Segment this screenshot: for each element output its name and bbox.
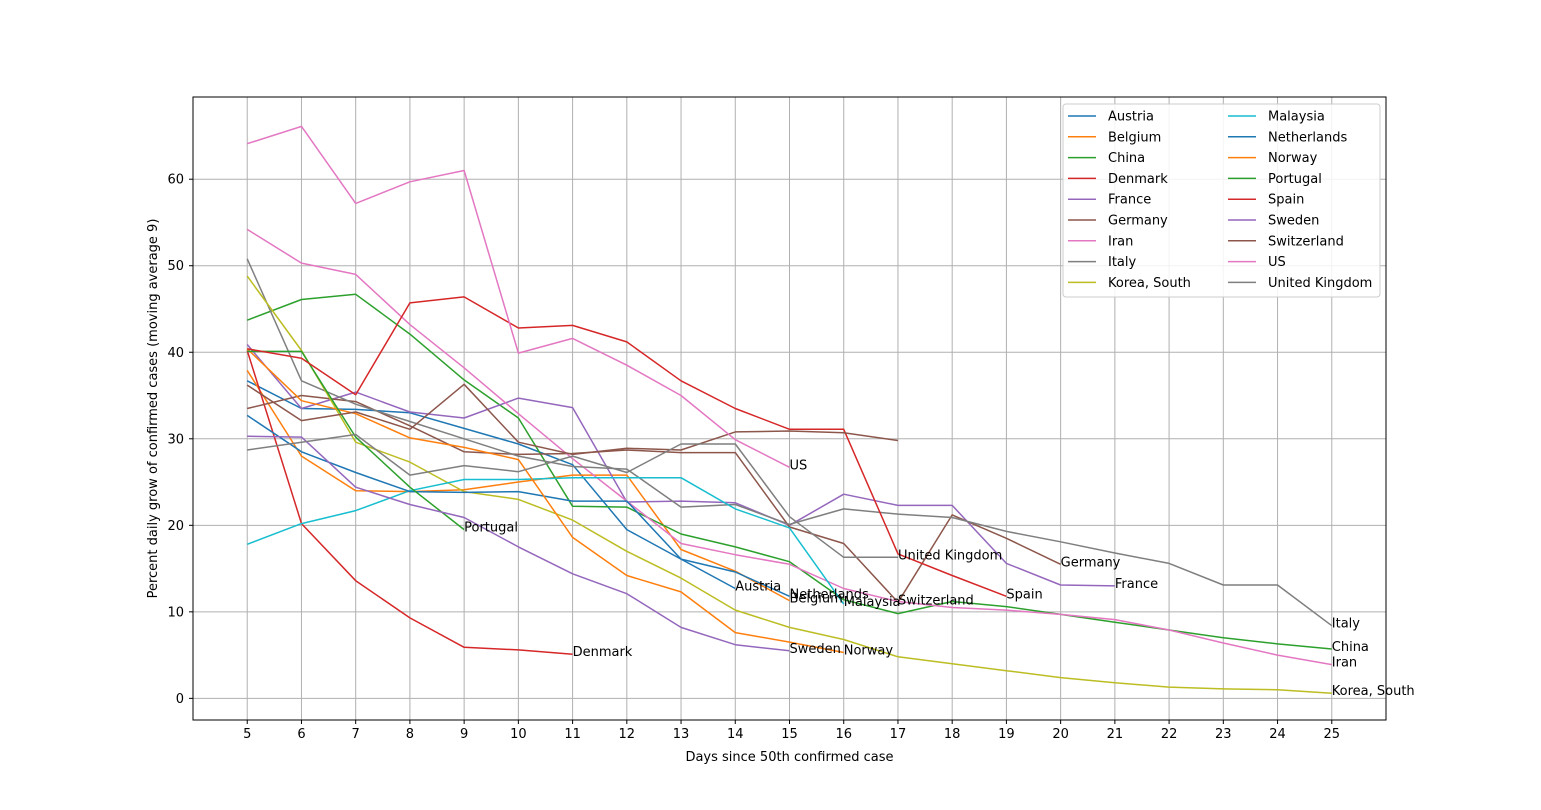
end-label: Portugal: [464, 521, 518, 536]
x-tick-label: 13: [673, 727, 690, 742]
end-label: Belgium: [790, 592, 843, 607]
series-line-netherlands: [246, 414, 790, 597]
x-tick-label: 23: [1215, 727, 1232, 742]
end-label: France: [1115, 577, 1158, 592]
x-tick-label: 6: [297, 727, 305, 742]
x-tick-label: 19: [998, 727, 1015, 742]
legend-label: Switzerland: [1268, 234, 1344, 249]
series-line-austria: [246, 380, 736, 590]
legend-label: US: [1268, 255, 1286, 270]
end-label: Norway: [844, 644, 894, 659]
end-label: Italy: [1332, 617, 1361, 632]
legend-label: Spain: [1268, 193, 1304, 208]
x-tick-label: 7: [352, 727, 360, 742]
x-tick-label: 9: [460, 727, 468, 742]
series-line-belgium: [246, 369, 790, 602]
legend-label: Denmark: [1108, 172, 1168, 187]
legend-label: Germany: [1108, 214, 1168, 229]
x-axis-label: Days since 50th confirmed case: [685, 750, 893, 765]
x-tick-label: 17: [890, 727, 907, 742]
legend-label: Norway: [1268, 151, 1318, 166]
y-tick-label: 40: [167, 346, 184, 361]
end-label: Netherlands: [790, 587, 869, 602]
legend-label: Iran: [1108, 234, 1133, 249]
y-tick-label: 30: [167, 432, 184, 447]
end-label: US: [790, 458, 808, 473]
series-line-portugal: [247, 350, 465, 531]
x-tick-label: 15: [781, 727, 798, 742]
x-tick-label: 8: [406, 727, 414, 742]
x-tick-label: 16: [835, 727, 852, 742]
x-tick-label: 11: [564, 727, 581, 742]
end-labels: Austria Belgium China Denmark France Germany I…: [464, 458, 1415, 699]
legend-label: Belgium: [1108, 130, 1161, 145]
series-line-iran: [246, 228, 1332, 666]
y-tick-label: 50: [167, 259, 184, 274]
series-line-germany: [247, 394, 1061, 604]
legend-label: Italy: [1108, 255, 1137, 270]
end-label: Malaysia: [844, 595, 901, 610]
end-label: Germany: [1061, 555, 1121, 570]
end-label: China: [1332, 640, 1369, 655]
x-axis-ticks: 5 6 7 8 9 10 11 12 13 14 15 16 17 18 19 20 21 22 23 24 25: [243, 720, 1340, 742]
x-tick-label: 20: [1052, 727, 1069, 742]
series-line-us: [246, 125, 790, 468]
series-line-switzerland: [246, 383, 899, 456]
y-tick-label: 10: [167, 605, 184, 620]
x-tick-label: 21: [1107, 727, 1124, 742]
legend-label: United Kingdom: [1268, 276, 1372, 291]
legend: Austria Belgium China Denmark France Germany I…: [1062, 103, 1381, 298]
x-tick-label: 12: [619, 727, 636, 742]
x-tick-label: 25: [1323, 727, 1340, 742]
series-line-norway: [246, 348, 844, 654]
legend-label: Portugal: [1268, 172, 1322, 187]
x-tick-label: 24: [1269, 727, 1286, 742]
x-tick-label: 10: [510, 727, 527, 742]
series-line-malaysia: [246, 476, 845, 605]
end-label: United Kingdom: [898, 548, 1002, 563]
y-tick-label: 0: [176, 692, 184, 707]
x-tick-label: 22: [1161, 727, 1178, 742]
x-tick-label: 14: [727, 727, 744, 742]
series-lines: [246, 125, 1333, 694]
legend-label: Netherlands: [1268, 130, 1347, 145]
series-line-spain: [247, 296, 1007, 598]
legend-label: Austria: [1108, 110, 1154, 125]
x-tick-label: 5: [243, 727, 251, 742]
legend-label: France: [1108, 193, 1151, 208]
legend-box: [1062, 103, 1381, 298]
series-line-sweden: [247, 435, 790, 652]
series-line-china: [246, 293, 1332, 650]
series-line-france: [246, 344, 1115, 587]
legend-label: Malaysia: [1268, 110, 1325, 125]
series-line-united-kingdom: [247, 433, 898, 559]
end-label: Korea, South: [1332, 684, 1415, 699]
series-line-italy: [246, 258, 1333, 627]
y-axis-ticks: 0 10 20 30 40 50 60: [167, 173, 193, 707]
end-label: Spain: [1006, 587, 1042, 602]
end-label: Denmark: [573, 645, 633, 660]
y-tick-label: 60: [167, 173, 184, 188]
x-tick-label: 18: [944, 727, 961, 742]
legend-label: Sweden: [1268, 214, 1319, 229]
legend-label: China: [1108, 151, 1145, 166]
end-label: Sweden: [790, 642, 841, 657]
y-tick-label: 20: [167, 519, 184, 534]
end-label: Austria: [735, 579, 781, 594]
y-axis-label: Percent daily grow of confirmed cases (m…: [146, 219, 161, 599]
legend-label: Korea, South: [1108, 276, 1191, 291]
end-label: Iran: [1332, 656, 1357, 671]
end-label: Switzerland: [898, 593, 974, 608]
